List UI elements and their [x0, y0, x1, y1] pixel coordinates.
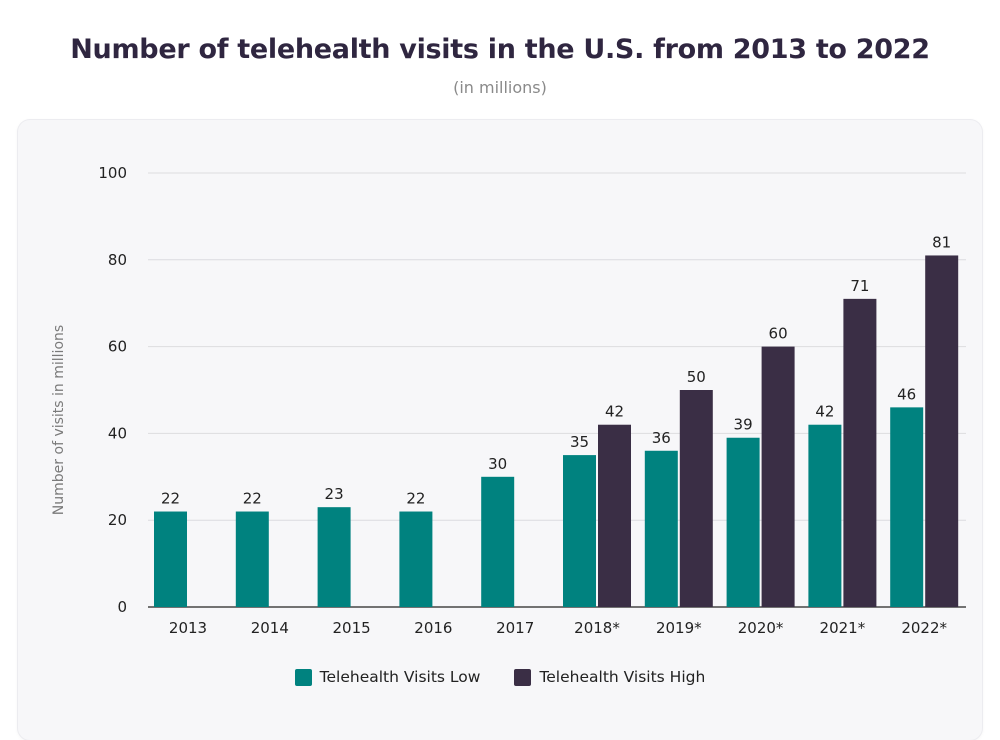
data-label: 22	[243, 490, 262, 508]
data-label: 46	[897, 385, 916, 403]
bar-high-2021[interactable]	[843, 298, 877, 607]
x-tick-label: 2017	[496, 619, 534, 637]
bar-high-2020[interactable]	[761, 346, 795, 607]
bar-low-2022[interactable]	[890, 407, 924, 607]
grid-lines	[148, 172, 966, 608]
x-tick-label: 2013	[169, 619, 207, 637]
x-tick-label: 2016	[414, 619, 452, 637]
y-tick-label: 100	[98, 164, 127, 182]
data-label: 23	[325, 485, 344, 503]
data-label: 42	[815, 403, 834, 421]
data-label: 50	[687, 368, 706, 386]
y-tick-label: 60	[108, 338, 127, 356]
bar-low-2020[interactable]	[726, 437, 760, 607]
legend-swatch-low	[294, 668, 312, 686]
bar-low-2015[interactable]	[317, 507, 351, 607]
bar-low-2016[interactable]	[399, 511, 433, 607]
bar-low-2019[interactable]	[644, 450, 678, 607]
bar-low-2018[interactable]	[563, 455, 596, 607]
y-tick-label: 80	[108, 251, 127, 269]
data-label: 71	[850, 277, 869, 295]
y-tick-label: 40	[108, 424, 127, 442]
data-label: 81	[932, 233, 951, 251]
y-tick-label: 0	[117, 598, 127, 616]
x-tick-label: 2014	[251, 619, 289, 637]
x-tick-label: 2021*	[820, 619, 866, 637]
legend-item-high[interactable]: Telehealth Visits High	[514, 668, 705, 686]
legend-swatch-high	[514, 668, 532, 686]
data-label: 42	[605, 403, 624, 421]
data-label: 22	[161, 490, 180, 508]
chart-subtitle: (in millions)	[453, 78, 547, 97]
x-tick-label: 2018*	[574, 619, 620, 637]
legend-item-low[interactable]: Telehealth Visits Low	[294, 668, 481, 686]
bar-low-2021[interactable]	[808, 424, 842, 607]
data-label: 60	[769, 325, 788, 343]
legend: Telehealth Visits Low Telehealth Visits …	[0, 668, 1000, 686]
bar-low-2013[interactable]	[154, 511, 187, 607]
legend-label-low: Telehealth Visits Low	[319, 668, 481, 686]
y-axis-label: Number of visits in millions	[51, 325, 67, 515]
bar-high-2018[interactable]	[598, 424, 631, 607]
x-tick-label: 2019*	[656, 619, 702, 637]
x-tick-label: 2022*	[901, 619, 947, 637]
data-label: 35	[570, 433, 589, 451]
bar-high-2022[interactable]	[925, 255, 959, 607]
x-tick-label: 2020*	[738, 619, 784, 637]
data-label: 30	[488, 455, 507, 473]
bar-chart: 22 22 23 22 30 35 42 36 50 39 60 42 71 46 81 0 20 40 60 80…	[51, 164, 966, 637]
y-tick-label: 20	[108, 511, 127, 529]
bars	[154, 255, 959, 607]
data-labels: 22 22 23 22 30 35 42 36 50 39 60 42 71 46 81	[161, 233, 951, 507]
data-label: 22	[406, 490, 425, 508]
data-label: 36	[652, 429, 671, 447]
x-tick-label: 2015	[333, 619, 371, 637]
legend-label-high: Telehealth Visits High	[539, 668, 706, 686]
data-label: 39	[734, 416, 753, 434]
bar-high-2019[interactable]	[679, 390, 713, 607]
chart-title: Number of telehealth visits in the U.S. …	[70, 34, 930, 65]
bar-low-2017[interactable]	[481, 476, 515, 607]
axes: 0 20 40 60 80 100 Number of visits in millions…	[51, 164, 948, 637]
bar-low-2014[interactable]	[235, 511, 269, 607]
